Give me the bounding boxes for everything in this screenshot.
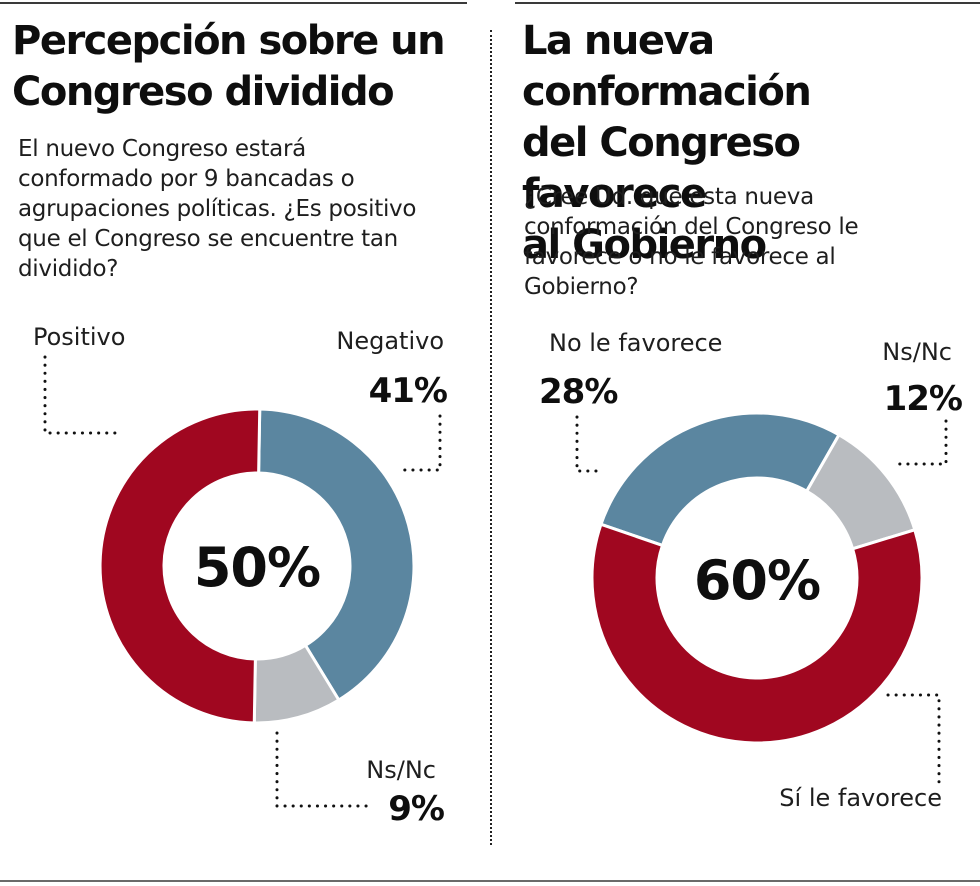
leader-negativo xyxy=(398,414,442,472)
top-rule-left xyxy=(0,2,467,4)
right-center-value: 60% xyxy=(694,549,820,612)
left-question-line: agrupaciones políticas. ¿Es positivo xyxy=(18,196,417,222)
label-nsnc-right: Ns/Nc xyxy=(882,338,952,366)
label-negativo: Negativo xyxy=(336,327,444,355)
value-nsnc-right: 12% xyxy=(884,379,962,419)
right-panel-question: ¿Cree Ud. que esta nueva conformación de… xyxy=(524,182,859,302)
donut-slice-negativo xyxy=(257,407,416,703)
left-donut: 50% xyxy=(98,407,416,725)
leader-nsnc-right xyxy=(896,419,948,466)
right-donut: 60% xyxy=(590,411,924,745)
left-center-value: 50% xyxy=(194,536,320,599)
leader-si-le-favorece xyxy=(886,693,941,784)
right-title-line: del Congreso favorece xyxy=(522,120,801,217)
top-rule-right xyxy=(515,2,980,4)
leader-no-le-favorece xyxy=(575,415,604,473)
left-question-line: El nuevo Congreso estará xyxy=(18,136,306,162)
left-panel-question: El nuevo Congreso estará conformado por … xyxy=(18,134,416,284)
left-title-line: Percepción sobre un xyxy=(12,18,446,64)
right-question-line: conformación del Congreso le xyxy=(524,214,859,240)
label-no-le-favorece: No le favorece xyxy=(549,329,722,357)
label-positivo: Positivo xyxy=(33,323,125,351)
left-panel-title: Percepción sobre un Congreso dividido xyxy=(12,16,446,118)
bottom-rule xyxy=(0,880,980,882)
left-question-line: que el Congreso se encuentre tan xyxy=(18,226,398,252)
label-si-le-favorece: Sí le favorece xyxy=(779,784,942,812)
value-negativo: 41% xyxy=(369,371,447,411)
leader-positivo xyxy=(43,355,117,435)
right-question-line: favorece o no le favorece al xyxy=(524,244,836,270)
left-question-line: dividido? xyxy=(18,256,119,282)
right-title-line: La nueva conformación xyxy=(522,18,812,115)
right-question-line: Gobierno? xyxy=(524,274,639,300)
left-question-line: conformado por 9 bancadas o xyxy=(18,166,355,192)
donut-slice-si-le-favorece xyxy=(590,522,924,745)
right-title-line: al Gobierno xyxy=(522,222,767,268)
value-no-le-favorece: 28% xyxy=(539,372,617,412)
donut-slice-positivo xyxy=(98,407,262,725)
left-title-line: Congreso dividido xyxy=(12,69,395,115)
value-nsnc-left: 9% xyxy=(388,789,444,829)
column-divider xyxy=(490,30,492,845)
right-question-line: ¿Cree Ud. que esta nueva xyxy=(524,184,814,210)
label-nsnc-left: Ns/Nc xyxy=(366,756,436,784)
donut-slice-no-le-favorece xyxy=(599,411,842,548)
right-panel-title: La nueva conformación del Congreso favor… xyxy=(522,16,980,271)
leader-nsnc-left xyxy=(275,731,372,808)
